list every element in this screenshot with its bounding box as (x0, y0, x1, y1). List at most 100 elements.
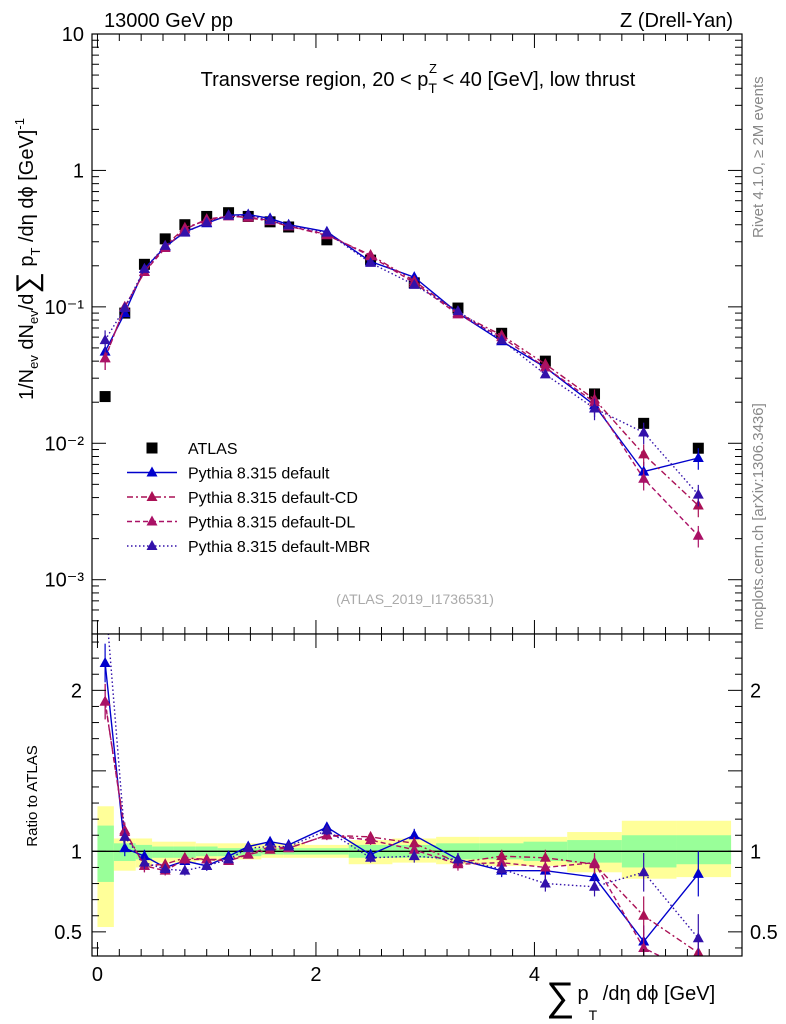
mbr-point (99, 334, 111, 345)
legend-entry-mbr: Pythia 8.315 default-MBR (127, 539, 370, 556)
legend-marker (146, 540, 158, 550)
main-ytick-label: 10 (62, 24, 84, 46)
dl-ratio-point (496, 856, 508, 867)
mbr-ratio-point (321, 824, 333, 835)
uncertainty-band-green (97, 825, 114, 882)
mbr-point (452, 305, 464, 316)
uncertainty-band-green (152, 846, 174, 858)
dl-point (638, 472, 650, 483)
header-right: Z (Drell-Yan) (620, 10, 733, 32)
ratio-xtick-label: 4 (529, 964, 540, 986)
mbr-ratio-point (638, 866, 650, 877)
xlabel-rest: /dη dϕ [GeV] (597, 983, 715, 1005)
main-title-post: < 40 [GeV], low thrust (437, 69, 636, 91)
cd-ratio-point (496, 850, 508, 861)
dl-ratio-point (638, 941, 650, 952)
dl-ratio-point (539, 861, 551, 872)
mbr-point (365, 256, 377, 267)
mbr-ratio-point (138, 856, 150, 867)
mbr-ratio-point (452, 853, 464, 864)
ratio-ylabel: Ratio to ATLAS (24, 745, 41, 846)
main-frame-bg (92, 34, 742, 634)
mbr-ratio-point (119, 830, 131, 841)
dl-ratio-point (201, 853, 213, 864)
main-title-pre: Transverse region, 20 < p (201, 69, 429, 91)
header-left: 13000 GeV pp (104, 10, 233, 32)
dl-ratio-point (242, 848, 254, 859)
main-ytick-label: 10⁻² (45, 433, 85, 455)
default-point (692, 452, 704, 463)
dl-point (99, 352, 111, 363)
legend-label: ATLAS (188, 441, 238, 458)
legend-marker (146, 466, 158, 477)
mbr-ratio-point (283, 840, 295, 851)
main-ytick-label: 10⁻¹ (45, 297, 85, 319)
mbr-ratio-point (242, 842, 254, 853)
ratio-series-group (99, 634, 704, 979)
mbr-point (496, 334, 508, 345)
dl-point (692, 529, 704, 540)
ratio-xtick-label: 2 (310, 964, 321, 986)
mbr-point (179, 226, 191, 237)
mbr-point (138, 262, 150, 273)
legend-entry-default: Pythia 8.315 default (127, 466, 330, 483)
atlas-point (321, 234, 333, 246)
main-ytick-label: 1 (73, 160, 84, 182)
default-ratio-point (408, 829, 420, 840)
mbr-point (408, 278, 420, 289)
default-ratio-point (589, 871, 601, 882)
ratio-frame-bg (92, 634, 742, 956)
mbr-ratio-point (264, 840, 276, 851)
ratio-ytick-label-right: 0.5 (750, 922, 778, 944)
ratio-bands (92, 634, 742, 956)
mbr-point (242, 209, 254, 220)
atlas-point (159, 233, 171, 245)
default-ratio-point (99, 656, 111, 667)
ratio-xtick-label: 0 (92, 964, 103, 986)
mcplots-label: mcplots.cern.ch [arXiv:1306.3436] (750, 403, 767, 630)
cd-ratio-point (408, 837, 420, 848)
main-ytick-label: 10⁻³ (45, 570, 85, 592)
mbr-ratio-point (365, 851, 377, 862)
dl-ratio-point (365, 834, 377, 845)
mbr-ratio-point (496, 863, 508, 874)
ratio-axes: 0.5 0.5 1 1 2 2 0 2 4 (54, 633, 778, 986)
cd-ratio-point (539, 851, 551, 862)
ratio-data-layer (99, 634, 704, 979)
default-ratio-point (692, 867, 704, 878)
mbr-ratio-point (201, 859, 213, 870)
ratio-frame (91, 633, 743, 957)
legend: ATLAS Pythia 8.315 default Pythia 8.315 de… (127, 441, 370, 556)
ratio-series-mbr (107, 634, 704, 956)
legend-label: Pythia 8.315 default (188, 466, 330, 483)
legend-marker (146, 442, 158, 454)
cd-ratio-point (638, 909, 650, 920)
default-ratio-point (119, 842, 131, 853)
dl-point (365, 250, 377, 261)
analysis-watermark: (ATLAS_2019_I1736531) (336, 591, 494, 607)
dl-point (539, 361, 551, 372)
xlabel-p: p (578, 983, 589, 1005)
rivet-label: Rivet 4.1.0, ≥ 2M events (750, 76, 767, 238)
dl-ratio-point (693, 969, 704, 979)
mbr-ratio-point (692, 932, 704, 943)
series-mbr (99, 209, 704, 507)
mbr-ratio-point (539, 877, 551, 888)
dl-ratio-point (408, 843, 420, 854)
legend-entry-dl: Pythia 8.315 default-DL (127, 515, 355, 532)
main-ylabel: 1/Nev dNev/d∑ pT /dη dϕ [GeV]-1 (11, 118, 44, 400)
dl-ratio-point (589, 856, 601, 867)
legend-label: Pythia 8.315 default-MBR (188, 539, 370, 556)
default-ratio-point (138, 850, 150, 861)
mbr-point (539, 368, 551, 379)
mbr-point (283, 219, 295, 230)
cd-point (638, 448, 650, 459)
main-title-sub: T (428, 80, 437, 96)
mbr-point (119, 302, 131, 313)
ratio-ytick-label-left: 2 (71, 680, 82, 702)
mbr-ratio-point (589, 880, 601, 891)
mbr-point (321, 226, 333, 237)
uncertainty-band-green (676, 835, 732, 865)
ratio-ytick-label-left: 1 (71, 841, 82, 863)
